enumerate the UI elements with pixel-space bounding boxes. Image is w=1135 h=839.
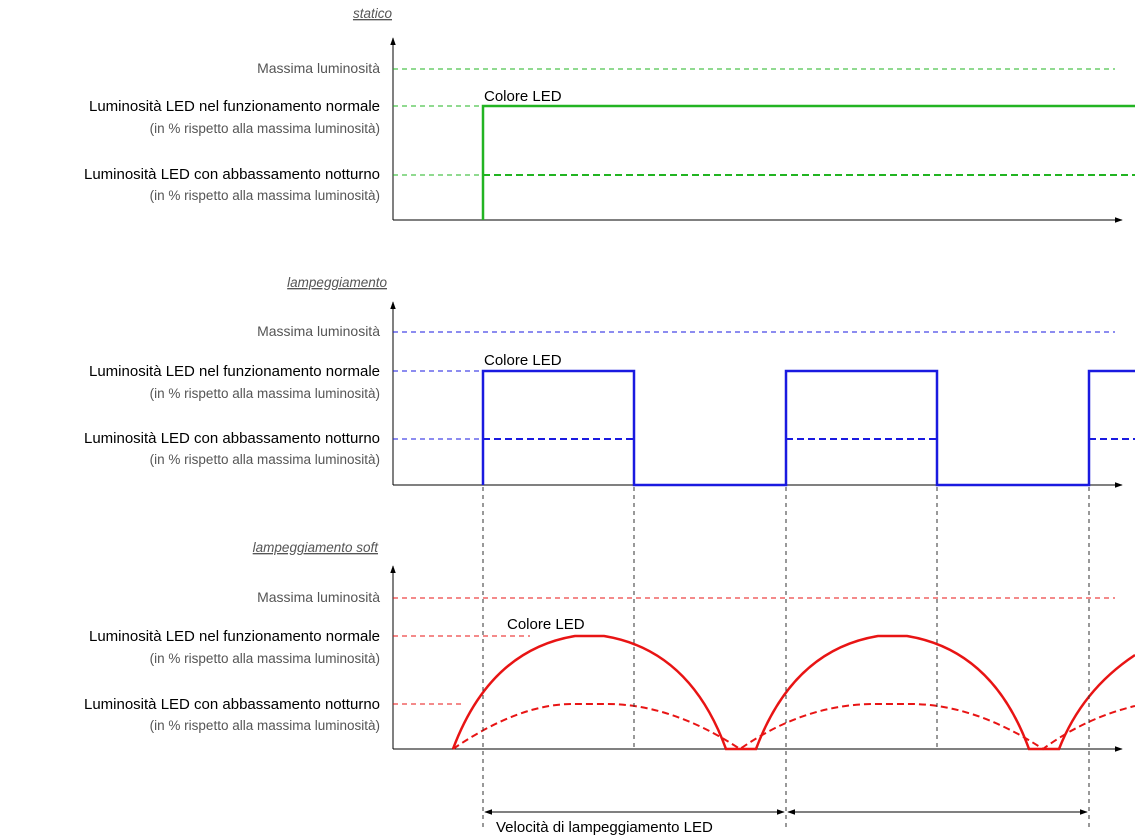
waveform-static-normal [481, 104, 1135, 220]
panel-static: statico Massima luminosità Luminosità LE… [84, 6, 1135, 223]
label-night-sub-static: (in % rispetto alla massima luminosità) [150, 188, 380, 203]
panel-title-soft: lampeggiamento soft [253, 540, 380, 555]
label-night-sub-soft: (in % rispetto alla massima luminosità) [150, 718, 380, 733]
timing-guides [482, 487, 1090, 830]
label-normal-sub-soft: (in % rispetto alla massima luminosità) [150, 651, 380, 666]
label-night-soft: Luminosità LED con abbassamento notturno [84, 696, 380, 713]
led-label-static: Colore LED [484, 88, 562, 105]
panel-title-static: statico [353, 6, 393, 21]
label-night-blink: Luminosità LED con abbassamento notturno [84, 430, 380, 447]
waveform-soft-normal [451, 634, 1135, 751]
label-max-soft: Massima luminosità [257, 589, 380, 605]
label-normal-blink: Luminosità LED nel funzionamento normale [89, 363, 380, 380]
panel-title-blink: lampeggiamento [287, 275, 387, 290]
panel-blink: lampeggiamento Massima luminosità Lumino… [84, 275, 1135, 488]
led-label-blink: Colore LED [484, 352, 562, 369]
speed-label: Velocità di lampeggiamento LED [496, 819, 713, 836]
waveform-blink-normal [481, 369, 1135, 487]
panel-soft: lampeggiamento soft Massima luminosità L… [84, 540, 1135, 752]
led-label-soft: Colore LED [507, 616, 585, 633]
label-max-blink: Massima luminosità [257, 323, 380, 339]
speed-indicator: Velocità di lampeggiamento LED [484, 809, 1088, 836]
label-normal-sub-blink: (in % rispetto alla massima luminosità) [150, 386, 380, 401]
label-night-static: Luminosità LED con abbassamento notturno [84, 166, 380, 183]
label-normal-soft: Luminosità LED nel funzionamento normale [89, 628, 380, 645]
label-night-sub-blink: (in % rispetto alla massima luminosità) [150, 452, 380, 467]
label-max-static: Massima luminosità [257, 60, 380, 76]
label-normal-static: Luminosità LED nel funzionamento normale [89, 98, 380, 115]
label-normal-sub-static: (in % rispetto alla massima luminosità) [150, 121, 380, 136]
waveform-soft-night [452, 702, 1135, 751]
